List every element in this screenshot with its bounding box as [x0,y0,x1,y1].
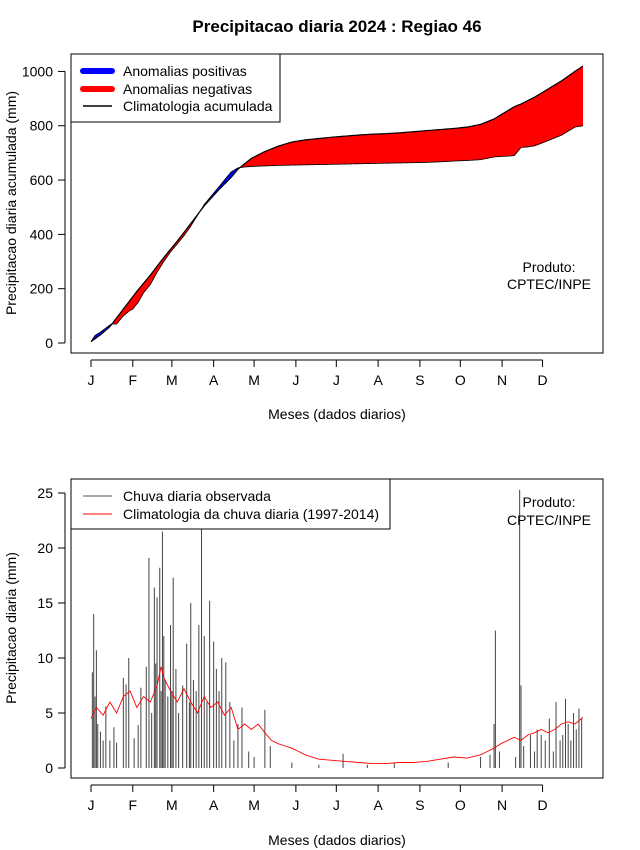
legend-label-positive: Anomalias positivas [123,63,247,79]
top-x-tick-label: J [292,372,299,388]
top-y-tick-label: 0 [45,335,53,351]
positive-anomaly-area [91,323,112,342]
bottom-y-tick-label: 5 [45,705,53,721]
legend-label-negative: Anomalias negativas [123,81,252,97]
bottom-x-tick-label: A [209,797,219,813]
climatology-daily-line [90,666,584,765]
bottom-x-tick-label: J [333,797,340,813]
top-x-tick-label: F [129,372,138,388]
bottom-legend: Chuva diaria observada Climatologia da c… [70,478,391,530]
legend-label-climatology: Climatologia acumulada [123,98,273,114]
bottom-y-tick-label: 20 [37,540,53,556]
bottom-y-tick-label: 0 [45,760,53,776]
top-x-tick-label: M [166,372,178,388]
top-y-tick-label: 600 [30,172,54,188]
bottom-plot-area [90,489,584,768]
climatology-accumulated-line [90,65,584,343]
top-x-tick-label: S [415,372,424,388]
top-x-axis-label: Meses (dados diarios) [268,406,406,422]
top-y-tick-label: 1000 [22,63,53,79]
top-plot-frame [70,53,604,354]
top-y-tick-label: 200 [30,281,54,297]
top-x-tick-label: A [373,372,383,388]
legend-label-climatology-daily: Climatologia da chuva diaria (1997-2014) [123,506,379,522]
negative-anomaly-area [239,66,583,169]
bottom-annotation-line1: Produto: [523,494,576,510]
bottom-x-tick-label: N [497,797,507,813]
top-x-tick-label: A [209,372,219,388]
bottom-y-tick-label: 10 [37,650,53,666]
top-annotation-line1: Produto: [523,259,576,275]
bottom-x-tick-label: S [415,797,424,813]
top-x-tick-label: J [88,372,95,388]
bottom-y-tick-label: 25 [37,485,53,501]
chart-title: Precipitacao diaria 2024 : Regiao 46 [192,17,481,36]
top-y-tick-label: 400 [30,226,54,242]
top-plot-area [90,65,584,343]
top-panel: 0 200 400 600 800 1000 J F M A M J J A S O N D Precipita… [3,53,604,422]
legend-label-observed-daily: Chuva diaria observada [123,488,271,504]
bottom-x-tick-label: A [373,797,383,813]
bottom-legend-box [70,478,391,530]
observed-accumulated-line [90,125,584,342]
top-x-tick-label: D [537,372,547,388]
bottom-x-axis-label: Meses (dados diarios) [268,832,406,848]
top-legend: Anomalias positivas Anomalias negativas … [70,53,281,123]
top-y-axis-label: Precipitacao diaria acumulada (mm) [3,91,19,315]
top-y-tick-label: 800 [30,118,54,134]
top-x-tick-label: M [248,372,260,388]
bottom-panel: 0 5 10 15 20 25 J F M A M J J A S O N D Precipitacao dia… [3,478,604,848]
bottom-x-tick-label: J [292,797,299,813]
bottom-x-tick-label: D [537,797,547,813]
bottom-x-tick-label: J [88,797,95,813]
bottom-x-tick-label: F [129,797,138,813]
top-annotation-line2: CPTEC/INPE [507,276,591,292]
bottom-x-tick-label: M [166,797,178,813]
bottom-x-tick-label: O [455,797,466,813]
bottom-y-tick-label: 15 [37,595,53,611]
bottom-y-axis: 0 5 10 15 20 25 [37,485,66,776]
bottom-y-axis-label: Precipitacao diaria (mm) [3,552,19,704]
bottom-x-tick-label: M [248,797,260,813]
top-x-tick-label: O [455,372,466,388]
top-y-axis: 0 200 400 600 800 1000 [22,63,66,351]
top-x-tick-label: N [497,372,507,388]
bottom-annotation-line2: CPTEC/INPE [507,512,591,528]
top-x-tick-label: J [333,372,340,388]
